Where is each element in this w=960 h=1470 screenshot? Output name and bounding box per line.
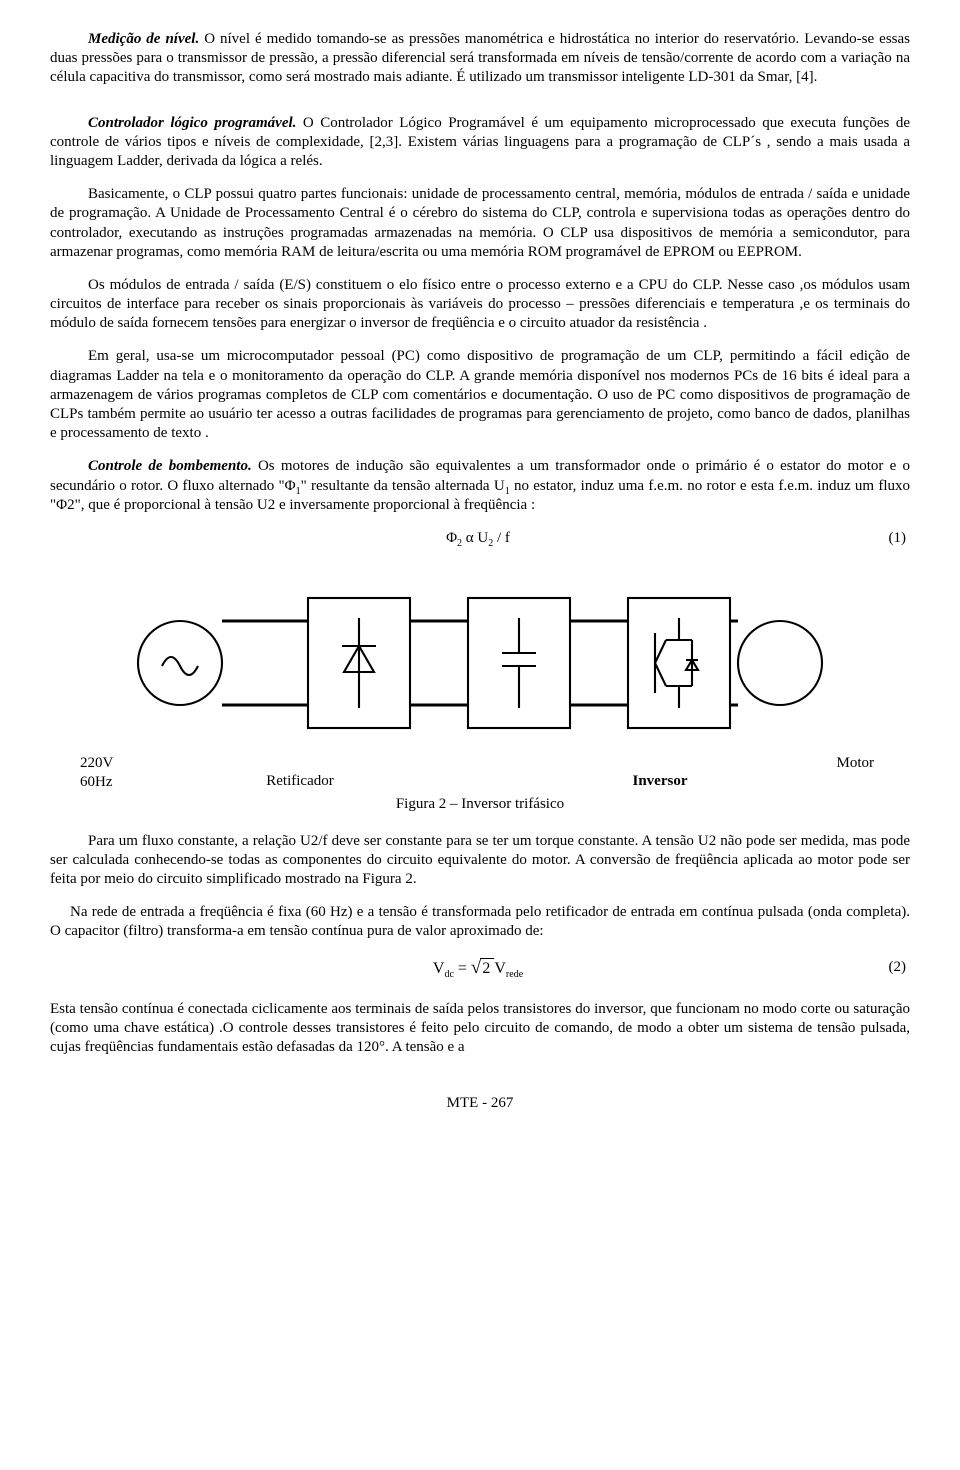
equation-2-number: (2): [523, 958, 910, 977]
subscript: dc: [444, 969, 453, 980]
paragraph-clp-partes: Basicamente, o CLP possui quatro partes …: [50, 185, 910, 262]
equation-2: Vdc = √2Vrede (2): [50, 956, 910, 980]
text: =: [454, 960, 471, 977]
figure-2: 220V 60Hz Retificador Inversor Motor Fig…: [50, 568, 910, 814]
text: V: [494, 960, 506, 977]
text: V: [433, 960, 445, 977]
source-frequency-label: 60Hz: [80, 773, 190, 792]
figure-labels-row: 220V 60Hz Retificador Inversor Motor: [50, 754, 910, 792]
equation-1: Φ2 α U2 / f (1): [50, 529, 910, 548]
rectifier-label: Retificador: [190, 754, 410, 792]
source-voltage-label: 220V: [80, 754, 190, 773]
text: α U: [462, 530, 488, 546]
page-footer: MTE - 267: [50, 1094, 910, 1113]
circuit-diagram: [110, 568, 850, 748]
paragraph-bombemento: Controle de bombemento. Os motores de in…: [50, 457, 910, 515]
paragraph-tensao-continua: Esta tensão contínua é conectada ciclica…: [50, 1000, 910, 1058]
text: 2: [482, 960, 490, 977]
heading-medicao: Medição de nível.: [88, 31, 199, 47]
text: Φ: [446, 530, 457, 546]
equation-1-body: Φ2 α U2 / f: [446, 529, 510, 548]
paragraph-pc-programacao: Em geral, usa-se um microcomputador pess…: [50, 347, 910, 443]
figure-2-caption: Figura 2 – Inversor trifásico: [50, 795, 910, 814]
paragraph-es-modulos: Os módulos de entrada / saída (E/S) cons…: [50, 276, 910, 334]
paragraph-rede-entrada: Na rede de entrada a freqüência é fixa (…: [50, 903, 910, 941]
paragraph-controlador: Controlador lógico programável. O Contro…: [50, 114, 910, 172]
motor-label: Motor: [720, 754, 910, 792]
text: / f: [493, 530, 510, 546]
inverter-label: Inversor: [600, 754, 720, 792]
text: " resultante da tensão alternada U: [301, 478, 505, 494]
subscript: rede: [506, 969, 523, 980]
heading-controlador: Controlador lógico programável.: [88, 115, 296, 131]
equation-2-body: Vdc = √2Vrede: [433, 956, 523, 980]
equation-1-number: (1): [510, 529, 910, 548]
paragraph-fluxo-constante: Para um fluxo constante, a relação U2/f …: [50, 832, 910, 890]
paragraph-medicao: Medição de nível. O nível é medido toman…: [50, 30, 910, 88]
heading-bombemento: Controle de bombemento.: [88, 458, 252, 474]
